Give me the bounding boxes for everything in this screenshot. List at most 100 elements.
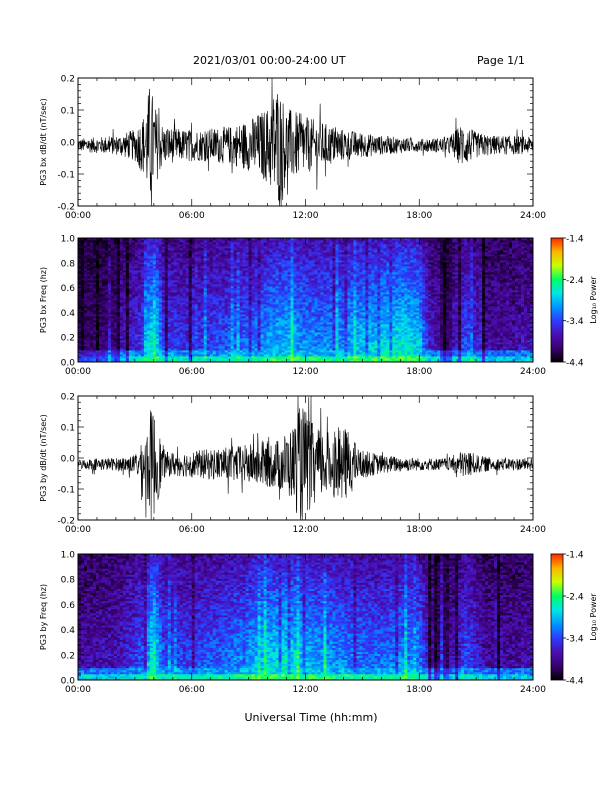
heatmap-cell xyxy=(185,324,190,327)
heatmap-cell xyxy=(176,274,181,277)
heatmap-cell xyxy=(245,250,250,253)
heatmap-cell xyxy=(191,286,196,289)
heatmap-cell xyxy=(263,282,267,285)
heatmap-cell xyxy=(209,272,214,275)
heatmap-cell xyxy=(191,350,196,353)
heatmap-cell xyxy=(212,292,217,295)
heatmap-cell xyxy=(149,304,154,307)
heatmap-cell xyxy=(242,358,247,361)
heatmap-cell xyxy=(155,352,160,355)
heatmap-cell xyxy=(167,348,172,351)
heatmap-cell xyxy=(104,298,109,301)
heatmap-cell xyxy=(131,256,136,259)
heatmap-cell xyxy=(83,354,88,357)
heatmap-cell xyxy=(194,256,199,259)
heatmap-cell xyxy=(254,272,258,275)
heatmap-cell xyxy=(107,318,112,321)
heatmap-cell xyxy=(266,242,270,245)
heatmap-cell xyxy=(257,258,261,261)
heatmap-cell xyxy=(182,272,187,275)
heatmap-cell xyxy=(221,318,226,321)
heatmap-cell xyxy=(134,338,139,341)
heatmap-cell xyxy=(122,274,127,277)
heatmap-cell xyxy=(224,270,229,273)
heatmap-cell xyxy=(260,248,264,251)
heatmap-cell xyxy=(140,326,145,329)
heatmap-cell xyxy=(176,324,181,327)
heatmap-cell xyxy=(155,266,160,269)
heatmap-cell xyxy=(83,316,88,319)
heatmap-cell xyxy=(215,322,220,325)
heatmap-cell xyxy=(173,312,178,315)
heatmap-cell xyxy=(86,320,91,323)
heatmap-cell xyxy=(206,310,211,313)
heatmap-cell xyxy=(260,292,264,295)
heatmap-cell xyxy=(230,238,235,241)
heatmap-cell xyxy=(185,318,190,321)
heatmap-cell xyxy=(263,248,267,251)
heatmap-cell xyxy=(86,300,91,303)
heatmap-cell xyxy=(248,256,253,259)
heatmap-cell xyxy=(182,256,187,259)
heatmap-cell xyxy=(203,286,208,289)
heatmap-cell xyxy=(80,248,85,251)
heatmap-cell xyxy=(188,244,193,247)
heatmap-cell xyxy=(215,360,220,363)
heatmap-cell xyxy=(140,262,145,265)
heatmap-cell xyxy=(236,248,241,251)
heatmap-cell xyxy=(251,292,256,295)
heatmap-cell xyxy=(242,278,247,281)
heatmap-cell xyxy=(248,244,253,247)
heatmap-cell xyxy=(146,346,151,349)
heatmap-cell xyxy=(245,340,250,343)
heatmap-cell xyxy=(161,276,166,279)
heatmap-cell xyxy=(251,328,256,331)
heatmap-cell xyxy=(128,256,133,259)
heatmap-cell xyxy=(110,292,115,295)
heatmap-cell xyxy=(131,330,136,333)
heatmap-cell xyxy=(179,308,184,311)
heatmap-cell xyxy=(158,284,163,287)
heatmap-cell xyxy=(128,274,133,277)
heatmap-cell xyxy=(119,360,124,363)
heatmap-cell xyxy=(122,340,127,343)
heatmap-cell xyxy=(188,266,193,269)
heatmap-cell xyxy=(143,284,148,287)
heatmap-cell xyxy=(182,350,187,353)
heatmap-cell xyxy=(245,258,250,261)
heatmap-cell xyxy=(113,270,118,273)
heatmap-cell xyxy=(224,248,229,251)
heatmap-cell xyxy=(266,262,270,265)
heatmap-cell xyxy=(215,248,220,251)
heatmap-cell xyxy=(149,250,154,253)
heatmap-cell xyxy=(92,240,97,243)
heatmap-cell xyxy=(245,332,250,335)
heatmap-cell xyxy=(152,328,157,331)
heatmap-cell xyxy=(200,244,205,247)
heatmap-cell xyxy=(179,324,184,327)
heatmap-cell xyxy=(152,264,157,267)
heatmap-cell xyxy=(173,300,178,303)
heatmap-cell xyxy=(86,298,91,301)
heatmap-cell xyxy=(203,316,208,319)
heatmap-cell xyxy=(197,336,202,339)
heatmap-cell xyxy=(131,302,136,305)
heatmap-cell xyxy=(218,360,223,363)
heatmap-cell xyxy=(251,262,256,265)
heatmap-cell xyxy=(173,292,178,295)
heatmap-cell xyxy=(173,324,178,327)
heatmap-cell xyxy=(179,330,184,333)
heatmap-cell xyxy=(197,358,202,361)
heatmap-cell xyxy=(179,288,184,291)
heatmap-cell xyxy=(197,288,202,291)
heatmap-cell xyxy=(203,258,208,261)
heatmap-cell xyxy=(227,350,232,353)
heatmap-cell xyxy=(272,358,276,361)
heatmap-cell xyxy=(224,344,229,347)
heatmap-cell xyxy=(155,260,160,263)
heatmap-cell xyxy=(164,244,169,247)
heatmap-cell xyxy=(158,242,163,245)
heatmap-cell xyxy=(236,318,241,321)
heatmap-cell xyxy=(275,312,279,315)
heatmap-cell xyxy=(218,274,223,277)
